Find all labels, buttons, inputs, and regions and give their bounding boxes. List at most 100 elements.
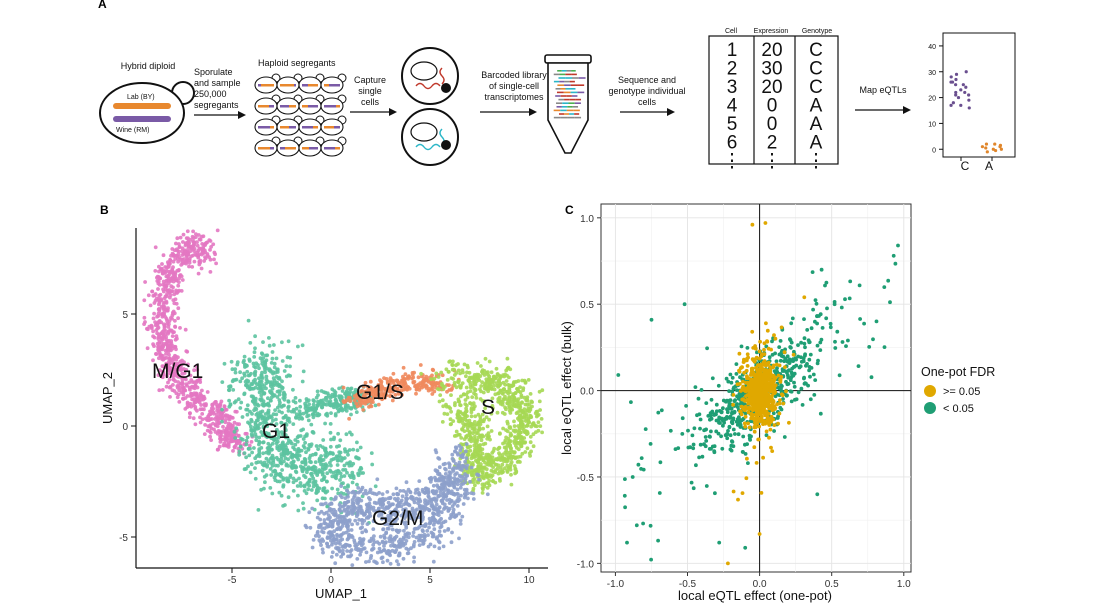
umap-point — [329, 437, 333, 442]
scatter-point — [802, 317, 806, 321]
umap-point — [347, 543, 352, 548]
umap-point — [450, 452, 455, 457]
umap-point — [536, 420, 541, 425]
haploid-segregant-cell — [320, 73, 347, 94]
umap-point — [466, 365, 470, 370]
umap-point — [191, 416, 196, 421]
umap-point — [523, 402, 528, 407]
umap-point — [159, 354, 163, 359]
umap-point — [333, 561, 338, 566]
umap-point — [442, 507, 446, 511]
scatter-point — [708, 413, 713, 418]
umap-point — [160, 335, 165, 340]
scatter-point — [659, 408, 664, 413]
scatter-point — [734, 362, 739, 366]
umap-point — [381, 498, 386, 503]
scatter-point — [721, 423, 725, 428]
umap-point — [405, 502, 410, 507]
umap-point — [468, 479, 472, 484]
umap-point — [337, 549, 342, 554]
umap-point — [309, 472, 313, 476]
umap-point — [242, 354, 247, 359]
umap-point — [337, 450, 342, 454]
umap-point — [325, 479, 329, 484]
umap-point — [472, 439, 477, 443]
wine-label: Wine (RM) — [116, 127, 149, 134]
umap-point — [455, 471, 459, 475]
umap-point — [364, 491, 369, 496]
umap-point — [329, 411, 333, 415]
umap-point — [469, 410, 474, 415]
umap-point — [201, 245, 206, 250]
scatter-point — [721, 406, 725, 411]
umap-point — [342, 400, 346, 405]
umap-point — [283, 456, 288, 460]
umap-point — [157, 269, 161, 274]
umap-point — [304, 491, 309, 496]
umap-point — [245, 407, 250, 412]
umap-point — [151, 358, 155, 363]
umap-point — [289, 454, 293, 459]
umap-point — [258, 397, 263, 402]
umap-point — [229, 430, 233, 434]
umap-point — [186, 239, 191, 244]
umap-point — [200, 388, 204, 393]
umap-point — [202, 248, 207, 253]
umap-point — [168, 257, 173, 262]
umap-point — [274, 356, 279, 361]
scatter-point — [724, 376, 729, 381]
umap-point — [322, 518, 327, 522]
scatter-point — [699, 388, 704, 392]
umap-point — [244, 455, 249, 460]
umap-point — [268, 467, 273, 471]
umap-point — [145, 346, 150, 351]
umap-point — [269, 361, 274, 365]
umap-point — [247, 453, 252, 458]
scatter-point — [623, 477, 627, 481]
tube-read — [558, 98, 582, 101]
scatter-point — [858, 317, 862, 321]
umap-point — [330, 550, 335, 555]
umap-point — [368, 487, 373, 492]
scatter-point — [728, 398, 733, 402]
umap-point — [358, 552, 362, 557]
umap-point — [470, 395, 475, 399]
umap-point — [284, 423, 289, 427]
haploid-segregant-cell — [276, 136, 303, 157]
umap-point — [293, 396, 298, 400]
scatter-point — [708, 435, 712, 439]
umap-point — [372, 500, 377, 505]
umap-point — [361, 408, 366, 412]
umap-point — [329, 538, 333, 543]
umap-point — [457, 473, 462, 478]
umap-point — [507, 438, 511, 443]
umap-point — [322, 390, 326, 394]
umap-point — [451, 469, 456, 473]
haploid-segregant-cell — [320, 115, 347, 136]
umap-point — [430, 502, 434, 507]
umap-point — [156, 314, 161, 318]
umap-point — [312, 399, 316, 404]
umap-point — [321, 438, 326, 442]
table-cell-genotype: A — [810, 114, 823, 135]
umap-point — [380, 492, 385, 496]
umap-point — [327, 451, 332, 456]
umap-point — [196, 233, 201, 237]
umap-point — [326, 513, 331, 518]
umap-point — [250, 412, 254, 416]
umap-point — [249, 462, 254, 467]
umap-point — [368, 539, 373, 543]
scatter-ytick: -1.0 — [577, 559, 595, 570]
umap-point — [270, 356, 275, 361]
umap-point — [339, 458, 344, 463]
umap-point — [318, 540, 323, 544]
scatter-point — [779, 407, 784, 412]
table-header-expression: Expression — [754, 28, 789, 35]
mini-point-a — [993, 142, 997, 146]
umap-point — [339, 406, 344, 411]
mini-ytick: 40 — [928, 44, 936, 51]
umap-point — [343, 447, 347, 452]
umap-point — [498, 388, 503, 393]
